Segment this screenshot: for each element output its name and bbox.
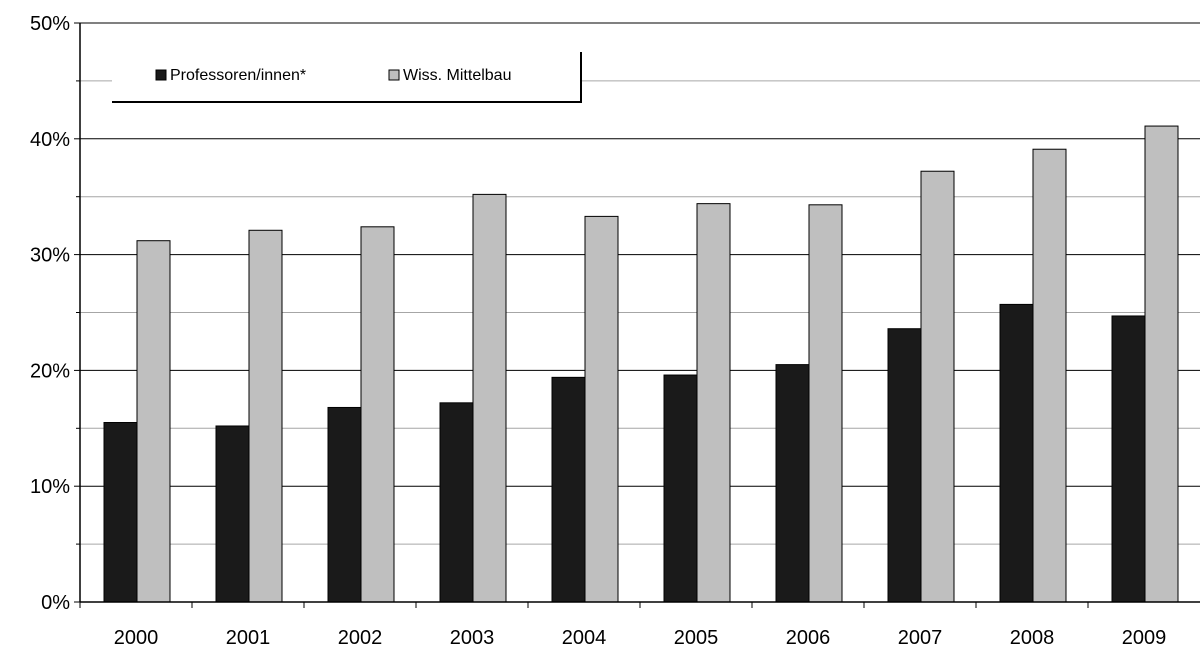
legend-swatch-professoren xyxy=(155,69,167,81)
bar-mittelbau-2003 xyxy=(472,193,507,603)
bar-professoren-2008 xyxy=(999,303,1034,603)
x-tick-label: 2000 xyxy=(114,627,159,648)
legend-box xyxy=(112,52,580,100)
y-tick-label: 0% xyxy=(41,592,70,614)
x-tick-labels: 2000 2001 2002 2003 2004 2005 2006 2007 2008 2009 xyxy=(114,627,1167,648)
bar-mittelbau-2004 xyxy=(584,215,619,603)
y-tick-labels: 0% 10% 20% 30% 40% 50% xyxy=(30,13,70,614)
y-tick-label: 50% xyxy=(30,13,70,35)
bar-professoren-2003 xyxy=(439,402,474,603)
bar-professoren-2007 xyxy=(887,328,922,603)
legend: Professoren/innen* Wiss. Mittelbau xyxy=(112,52,582,103)
y-tick-label: 40% xyxy=(30,129,70,151)
bar-mittelbau-2006 xyxy=(808,204,843,603)
bar-mittelbau-2005 xyxy=(696,203,731,603)
x-tick-label: 2009 xyxy=(1122,627,1167,648)
bar-mittelbau-2007 xyxy=(920,170,955,603)
x-tick-label: 2003 xyxy=(450,627,495,648)
y-tick-label: 20% xyxy=(30,360,70,382)
legend-label-professoren: Professoren/innen* xyxy=(170,67,306,84)
bar-mittelbau-2000 xyxy=(136,240,171,603)
y-tick-label: 30% xyxy=(30,245,70,267)
bar-professoren-2001 xyxy=(215,425,250,603)
bar-professoren-2004 xyxy=(551,376,586,603)
axes xyxy=(74,22,1200,608)
bar-professoren-2009 xyxy=(1111,315,1146,603)
x-tick-label: 2001 xyxy=(226,627,271,648)
bar-professoren-2000 xyxy=(103,422,138,603)
x-tick-label: 2007 xyxy=(898,627,943,648)
x-tick-label: 2002 xyxy=(338,627,383,648)
bar-professoren-2006 xyxy=(775,364,810,603)
y-tick-label: 10% xyxy=(30,476,70,498)
legend-label-mittelbau: Wiss. Mittelbau xyxy=(403,67,511,84)
bars xyxy=(103,125,1179,603)
x-tick-label: 2006 xyxy=(786,627,831,648)
x-tick-label: 2004 xyxy=(562,627,607,648)
bar-professoren-2002 xyxy=(327,406,362,603)
x-tick-label: 2008 xyxy=(1010,627,1055,648)
bar-mittelbau-2008 xyxy=(1032,148,1067,603)
bar-mittelbau-2001 xyxy=(248,229,283,603)
bar-mittelbau-2009 xyxy=(1144,125,1179,603)
bar-mittelbau-2002 xyxy=(360,226,395,603)
legend-swatch-mittelbau xyxy=(388,69,400,81)
bar-professoren-2005 xyxy=(663,374,698,603)
x-tick-label: 2005 xyxy=(674,627,719,648)
